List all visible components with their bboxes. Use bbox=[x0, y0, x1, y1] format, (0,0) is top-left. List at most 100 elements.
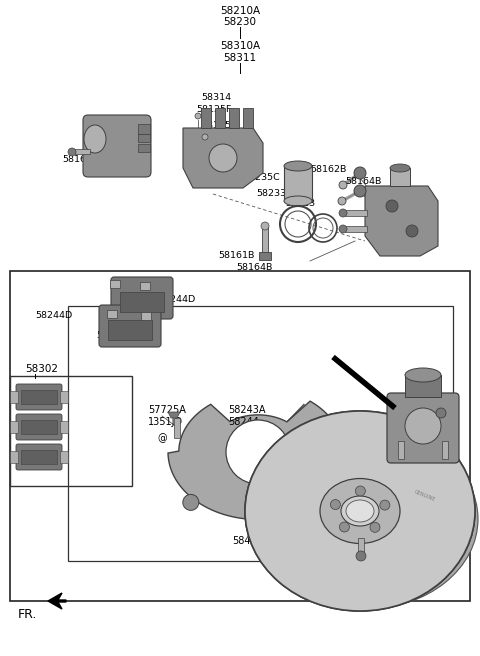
Polygon shape bbox=[48, 593, 66, 609]
FancyBboxPatch shape bbox=[99, 305, 161, 347]
Bar bbox=[405, 375, 441, 397]
Circle shape bbox=[386, 200, 398, 212]
Ellipse shape bbox=[84, 125, 106, 153]
Bar bbox=[10, 271, 470, 601]
FancyBboxPatch shape bbox=[16, 444, 62, 470]
Ellipse shape bbox=[245, 411, 475, 611]
Bar bbox=[10, 376, 132, 486]
Circle shape bbox=[261, 222, 269, 230]
Text: 58162B: 58162B bbox=[310, 165, 347, 173]
Bar bbox=[107, 310, 117, 318]
Ellipse shape bbox=[284, 196, 312, 206]
Text: 58163B: 58163B bbox=[62, 155, 98, 163]
Bar bbox=[345, 226, 367, 232]
Circle shape bbox=[330, 500, 340, 510]
Text: 58210A: 58210A bbox=[220, 6, 260, 16]
Text: @: @ bbox=[157, 433, 167, 443]
Ellipse shape bbox=[320, 478, 400, 544]
Bar bbox=[201, 108, 211, 128]
Text: 57725A: 57725A bbox=[148, 405, 186, 415]
Text: 58311: 58311 bbox=[223, 53, 257, 63]
Text: 58125C: 58125C bbox=[201, 121, 238, 131]
Bar bbox=[138, 124, 150, 134]
Ellipse shape bbox=[390, 164, 410, 172]
Bar bbox=[110, 280, 120, 288]
Bar bbox=[21, 450, 57, 464]
Bar bbox=[108, 320, 152, 340]
Bar bbox=[398, 441, 404, 459]
Bar bbox=[229, 108, 239, 128]
Bar bbox=[10, 451, 18, 463]
Bar bbox=[60, 421, 68, 433]
FancyBboxPatch shape bbox=[387, 393, 459, 463]
Text: FR.: FR. bbox=[18, 607, 37, 621]
Bar bbox=[358, 538, 364, 556]
Circle shape bbox=[183, 495, 199, 510]
Bar bbox=[60, 391, 68, 403]
Text: 58244: 58244 bbox=[228, 417, 259, 427]
Text: 58161B: 58161B bbox=[218, 251, 254, 260]
Text: 58230: 58230 bbox=[224, 17, 256, 27]
Text: 58243A: 58243A bbox=[228, 405, 265, 415]
Bar bbox=[120, 292, 164, 312]
Text: 58244C: 58244C bbox=[96, 331, 132, 340]
Ellipse shape bbox=[284, 161, 312, 171]
Bar bbox=[75, 149, 90, 154]
Text: 58411D: 58411D bbox=[232, 536, 270, 546]
Bar bbox=[262, 226, 268, 254]
Bar bbox=[390, 168, 410, 186]
Text: 1351JD: 1351JD bbox=[148, 417, 183, 427]
Text: 58113: 58113 bbox=[285, 199, 315, 209]
Text: 58164B: 58164B bbox=[236, 264, 272, 272]
Bar bbox=[141, 312, 151, 320]
Polygon shape bbox=[365, 186, 438, 256]
Ellipse shape bbox=[252, 429, 478, 609]
Polygon shape bbox=[168, 401, 348, 520]
Circle shape bbox=[356, 551, 366, 561]
Bar bbox=[243, 108, 253, 128]
FancyBboxPatch shape bbox=[16, 384, 62, 410]
FancyBboxPatch shape bbox=[83, 115, 151, 177]
Circle shape bbox=[339, 181, 347, 189]
Circle shape bbox=[370, 522, 380, 533]
Circle shape bbox=[68, 148, 76, 156]
FancyBboxPatch shape bbox=[16, 414, 62, 440]
Text: 58125F: 58125F bbox=[196, 106, 231, 115]
Polygon shape bbox=[168, 412, 180, 418]
Circle shape bbox=[436, 408, 446, 418]
Bar bbox=[174, 418, 180, 438]
Circle shape bbox=[226, 420, 290, 484]
Circle shape bbox=[405, 408, 441, 444]
Circle shape bbox=[202, 134, 208, 140]
Bar bbox=[60, 451, 68, 463]
Text: 58164B: 58164B bbox=[345, 178, 382, 186]
Circle shape bbox=[355, 486, 365, 496]
Circle shape bbox=[338, 197, 346, 205]
Bar bbox=[284, 166, 312, 201]
Text: 58233: 58233 bbox=[256, 190, 286, 199]
Bar bbox=[345, 210, 367, 216]
Circle shape bbox=[354, 167, 366, 179]
Ellipse shape bbox=[346, 500, 374, 522]
Bar bbox=[259, 252, 271, 260]
Circle shape bbox=[406, 225, 418, 237]
Text: 58314: 58314 bbox=[201, 94, 231, 102]
Text: GENUINE: GENUINE bbox=[414, 489, 436, 502]
Bar bbox=[138, 134, 150, 142]
Text: 58310A: 58310A bbox=[220, 41, 260, 51]
Bar bbox=[10, 391, 18, 403]
Circle shape bbox=[339, 209, 347, 217]
Text: 58235C: 58235C bbox=[243, 173, 280, 182]
Ellipse shape bbox=[245, 411, 475, 611]
Text: 58302: 58302 bbox=[25, 364, 58, 374]
Circle shape bbox=[195, 113, 201, 119]
Text: 58244C: 58244C bbox=[123, 281, 160, 291]
Bar bbox=[21, 420, 57, 434]
Bar bbox=[10, 421, 18, 433]
Polygon shape bbox=[183, 128, 263, 188]
Circle shape bbox=[354, 185, 366, 197]
Circle shape bbox=[209, 144, 237, 172]
FancyBboxPatch shape bbox=[111, 277, 173, 319]
Text: 58244D: 58244D bbox=[35, 312, 72, 321]
Circle shape bbox=[317, 495, 333, 510]
